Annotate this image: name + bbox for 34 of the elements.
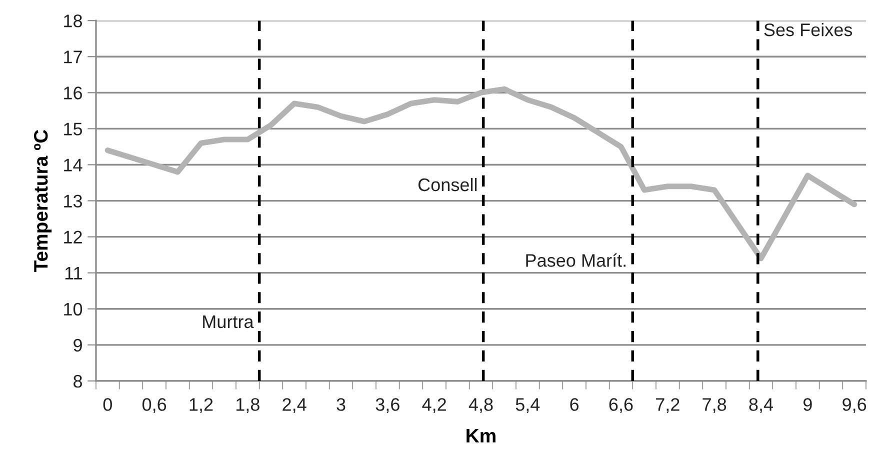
y-tick-label: 18 bbox=[64, 14, 82, 28]
y-tick-label: 9 bbox=[74, 338, 82, 352]
y-tick-label: 15 bbox=[64, 122, 82, 136]
x-tick-label: 4,8 bbox=[468, 398, 493, 414]
x-tick-label: 0,6 bbox=[142, 398, 166, 414]
y-tick-label: 17 bbox=[64, 50, 82, 64]
x-tick-label: 9,6 bbox=[842, 398, 866, 414]
y-tick-label: 12 bbox=[64, 230, 82, 244]
x-tick-label: 1,8 bbox=[236, 398, 260, 414]
x-tick-label: 9 bbox=[803, 398, 812, 411]
y-tick-label: 14 bbox=[64, 158, 82, 172]
y-tick-label: 10 bbox=[64, 302, 82, 316]
x-tick-label: 3,6 bbox=[376, 398, 400, 414]
x-tick-label: 8,4 bbox=[749, 398, 774, 414]
y-tick-label: 13 bbox=[64, 194, 82, 208]
y-tick-label: 11 bbox=[65, 266, 82, 280]
x-tick-label: 7,8 bbox=[702, 398, 726, 414]
x-tick-label: 4,2 bbox=[422, 398, 446, 414]
x-tick-label: 2,4 bbox=[282, 398, 306, 414]
x-tick-label: 5,4 bbox=[516, 398, 540, 414]
y-axis-title: Temperatura ºC bbox=[34, 130, 52, 272]
x-tick-label: 6,6 bbox=[609, 398, 633, 414]
y-tick-label: 8 bbox=[74, 374, 82, 388]
ref-line-label: Consell bbox=[418, 178, 477, 192]
x-tick-label: 3 bbox=[336, 398, 346, 411]
ref-line-label: Ses Feixes bbox=[764, 22, 852, 36]
x-tick-label: 6 bbox=[570, 398, 579, 411]
ref-line-label: Paseo Marít. bbox=[526, 253, 626, 267]
y-tick-label: 16 bbox=[64, 86, 82, 100]
x-tick-label: 1,2 bbox=[190, 398, 213, 414]
x-tick-label: 0 bbox=[103, 398, 112, 411]
x-axis-title: Km bbox=[466, 429, 496, 442]
x-tick-label: 7,2 bbox=[656, 398, 680, 414]
ref-line-label: Murtra bbox=[203, 316, 254, 328]
